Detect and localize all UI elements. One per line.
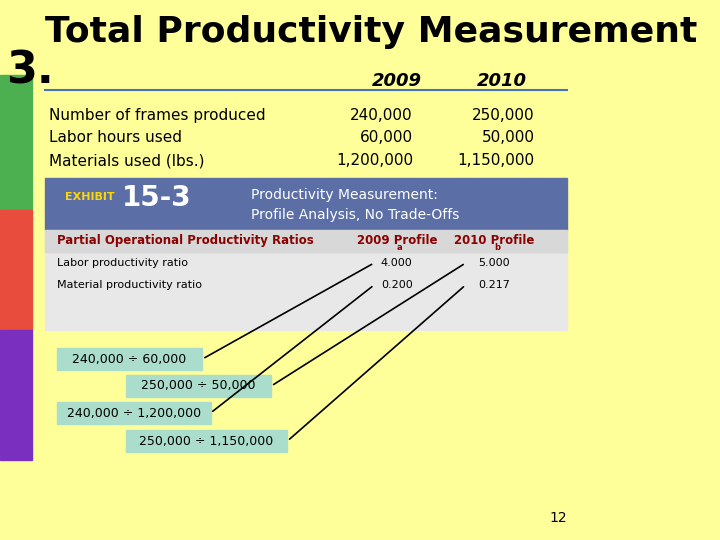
Text: Labor productivity ratio: Labor productivity ratio [57,258,188,268]
Text: Partial Operational Productivity Ratios: Partial Operational Productivity Ratios [57,234,313,247]
Text: 5.000: 5.000 [478,258,510,268]
Text: Productivity Measurement:
Profile Analysis, No Trade-Offs: Productivity Measurement: Profile Analys… [251,188,459,221]
Text: 1,150,000: 1,150,000 [457,153,534,168]
Bar [45,230,567,330]
Bar [0,75,32,210]
Text: 3.: 3. [6,50,54,93]
Text: EXHIBIT: EXHIBIT [65,192,114,202]
Text: 60,000: 60,000 [360,130,413,145]
Bar [0,210,32,330]
Text: 0.217: 0.217 [478,280,510,290]
Text: 50,000: 50,000 [482,130,534,145]
Bar [0,330,32,460]
Bar [125,430,287,452]
Text: 4.000: 4.000 [381,258,413,268]
Text: Material productivity ratio: Material productivity ratio [57,280,202,290]
Text: 2009: 2009 [372,72,422,90]
Bar [57,348,202,370]
Text: 0.200: 0.200 [381,280,413,290]
Bar [57,402,210,424]
Text: 12: 12 [549,511,567,525]
Text: 250,000 ÷ 1,150,000: 250,000 ÷ 1,150,000 [140,435,274,448]
Text: a: a [397,243,402,252]
Text: Number of frames produced: Number of frames produced [48,108,265,123]
Text: Labor hours used: Labor hours used [48,130,181,145]
Text: 240,000: 240,000 [351,108,413,123]
Bar [45,230,567,252]
Bar [45,178,567,230]
Text: 1,200,000: 1,200,000 [336,153,413,168]
Text: 250,000: 250,000 [472,108,534,123]
Bar [125,375,271,397]
Text: 240,000 ÷ 1,200,000: 240,000 ÷ 1,200,000 [66,407,201,420]
Text: 2010: 2010 [477,72,527,90]
Text: 2010 Profile: 2010 Profile [454,234,534,247]
Text: 2009 Profile: 2009 Profile [356,234,437,247]
Text: 15-3: 15-3 [122,184,191,212]
Text: 250,000 ÷ 50,000: 250,000 ÷ 50,000 [141,380,256,393]
Text: Materials used (lbs.): Materials used (lbs.) [48,153,204,168]
Text: b: b [494,243,500,252]
Text: 240,000 ÷ 60,000: 240,000 ÷ 60,000 [73,353,186,366]
Text: Total Productivity Measurement: Total Productivity Measurement [45,15,697,49]
